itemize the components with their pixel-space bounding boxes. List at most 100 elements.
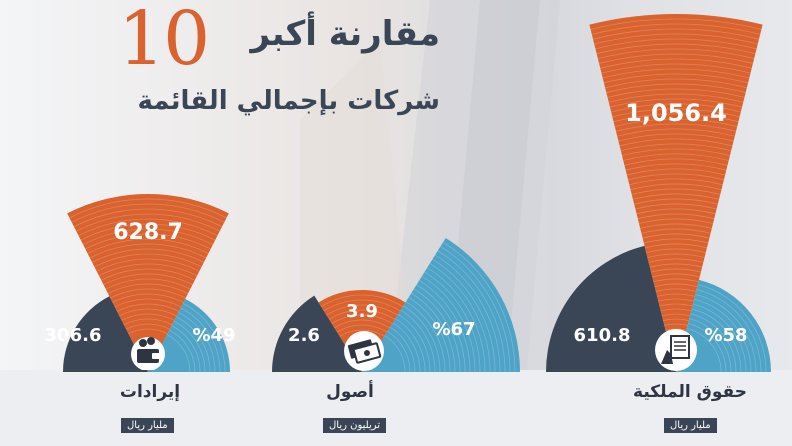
- equity-texture-arc: [691, 308, 742, 373]
- revenue-texture-arc: [76, 213, 220, 232]
- assets-texture-arc: [437, 250, 506, 373]
- equity-texture-arc: [590, 18, 762, 30]
- equity-texture-arc: [607, 88, 745, 98]
- title-number: 10: [118, 0, 210, 82]
- equity-texture-arc: [652, 273, 700, 278]
- equity-orange-value-label: 1,056.4: [625, 99, 727, 127]
- group-label-assets: أصول: [326, 382, 374, 402]
- revenue-navy-slice: [63, 296, 148, 372]
- revenue-texture-arc: [85, 233, 211, 250]
- revenue-texture-arc: [119, 308, 177, 317]
- assets-texture-arc: [434, 254, 501, 373]
- bottom-band: [0, 370, 792, 446]
- revenue-texture-arc: [73, 208, 223, 228]
- equity-texture-arc: [611, 103, 741, 113]
- revenue-texture-arc: [166, 334, 191, 373]
- equity-texture-arc: [617, 128, 735, 137]
- revenue-texture-arc: [121, 313, 175, 321]
- assets-texture-arc: [421, 275, 476, 373]
- assets-texture-arc: [339, 329, 385, 337]
- equity-texture-arc: [614, 118, 738, 127]
- equity-texture-arc: [609, 98, 743, 108]
- assets-texture-arc: [440, 246, 511, 373]
- revenue-teal-value-label: %49: [192, 325, 235, 346]
- revenue-texture-arc: [126, 323, 170, 330]
- equity-texture-arc: [689, 318, 732, 373]
- revenue-texture-arc: [105, 278, 191, 290]
- assets-texture-arc: [408, 297, 451, 373]
- unit-badge-assets: تريليون ريال: [323, 418, 387, 433]
- equity-texture-arc: [597, 48, 755, 59]
- assets-texture-arc: [331, 314, 393, 325]
- revenue-texture-arc: [178, 311, 216, 373]
- equity-texture-arc: [648, 258, 704, 263]
- assets-texture-arc: [334, 319, 390, 329]
- unit-badge-equity: مليار ريال: [664, 418, 717, 433]
- equity-texture-arc: [618, 133, 734, 142]
- revenue-texture-arc: [123, 318, 173, 326]
- equity-texture-arc: [638, 218, 714, 224]
- equity-texture-arc: [637, 213, 715, 220]
- fan-chart-assets: 2.6 3.9 %67: [272, 238, 520, 373]
- equity-texture-arc: [655, 288, 697, 292]
- revenue-texture-arc: [98, 263, 198, 277]
- assets-texture-arc: [328, 309, 396, 320]
- equity-texture-arc: [631, 188, 721, 195]
- revenue-texture-arc: [80, 223, 216, 241]
- assets-texture-arc: [419, 280, 471, 373]
- equity-texture-arc: [596, 43, 756, 55]
- assets-texture-arc: [403, 305, 441, 373]
- revenue-navy-value-label: 306.6: [45, 325, 102, 346]
- assets-navy-slice: [272, 295, 362, 372]
- assets-texture-arc: [413, 288, 461, 373]
- revenue-texture-arc: [175, 316, 211, 373]
- revenue-texture-arc: [103, 273, 193, 286]
- cash-stack-icon: [344, 331, 384, 371]
- equity-texture-arc: [606, 83, 746, 93]
- revenue-texture-arc: [96, 258, 200, 272]
- equity-texture-arc: [641, 228, 711, 234]
- revenue-texture-arc: [87, 238, 209, 254]
- assets-texture-arc: [323, 299, 401, 312]
- equity-navy-value-label: 610.8: [574, 325, 631, 346]
- equity-texture-arc: [624, 158, 728, 166]
- assets-texture-arc: [387, 330, 411, 373]
- equity-texture-arc: [630, 183, 722, 190]
- group-label-revenue: إيرادات: [119, 382, 181, 402]
- equity-texture-arc: [625, 163, 727, 171]
- assets-texture-arc: [395, 318, 426, 373]
- equity-texture-arc: [664, 323, 688, 326]
- revenue-teal-slice: [148, 298, 230, 372]
- revenue-texture-arc: [112, 293, 184, 303]
- assets-texture-arc: [426, 267, 486, 373]
- revenue-texture-arc: [78, 218, 218, 237]
- equity-texture-arc: [608, 93, 744, 103]
- equity-texture-arc: [629, 178, 723, 186]
- equity-texture-arc: [659, 303, 693, 307]
- equity-texture-arc: [623, 153, 729, 161]
- equity-texture-arc: [644, 243, 708, 249]
- assets-texture-arc: [429, 263, 491, 373]
- revenue-texture-arc: [107, 283, 189, 294]
- equity-texture-arc: [595, 38, 757, 50]
- revenue-orange-slice: [67, 194, 229, 372]
- assets-navy-value-label: 2.6: [288, 325, 320, 346]
- equity-texture-arc: [613, 113, 739, 123]
- assets-teal-slice: [362, 238, 520, 372]
- assets-texture-arc: [397, 313, 431, 373]
- equity-texture-arc: [658, 298, 694, 302]
- equity-texture-arc: [663, 318, 689, 321]
- equity-navy-slice: [546, 245, 676, 372]
- revenue-texture-arc: [116, 303, 180, 312]
- equity-texture-arc: [687, 323, 727, 373]
- equity-texture-arc: [696, 289, 762, 373]
- equity-texture-arc: [650, 268, 702, 273]
- equity-texture-arc: [654, 283, 698, 288]
- assets-texture-arc: [442, 241, 516, 373]
- assets-orange-slice: [318, 290, 406, 372]
- revenue-texture-arc: [89, 243, 207, 259]
- equity-texture-arc: [636, 208, 716, 215]
- page-title: مقارنة أكبر: [250, 14, 440, 54]
